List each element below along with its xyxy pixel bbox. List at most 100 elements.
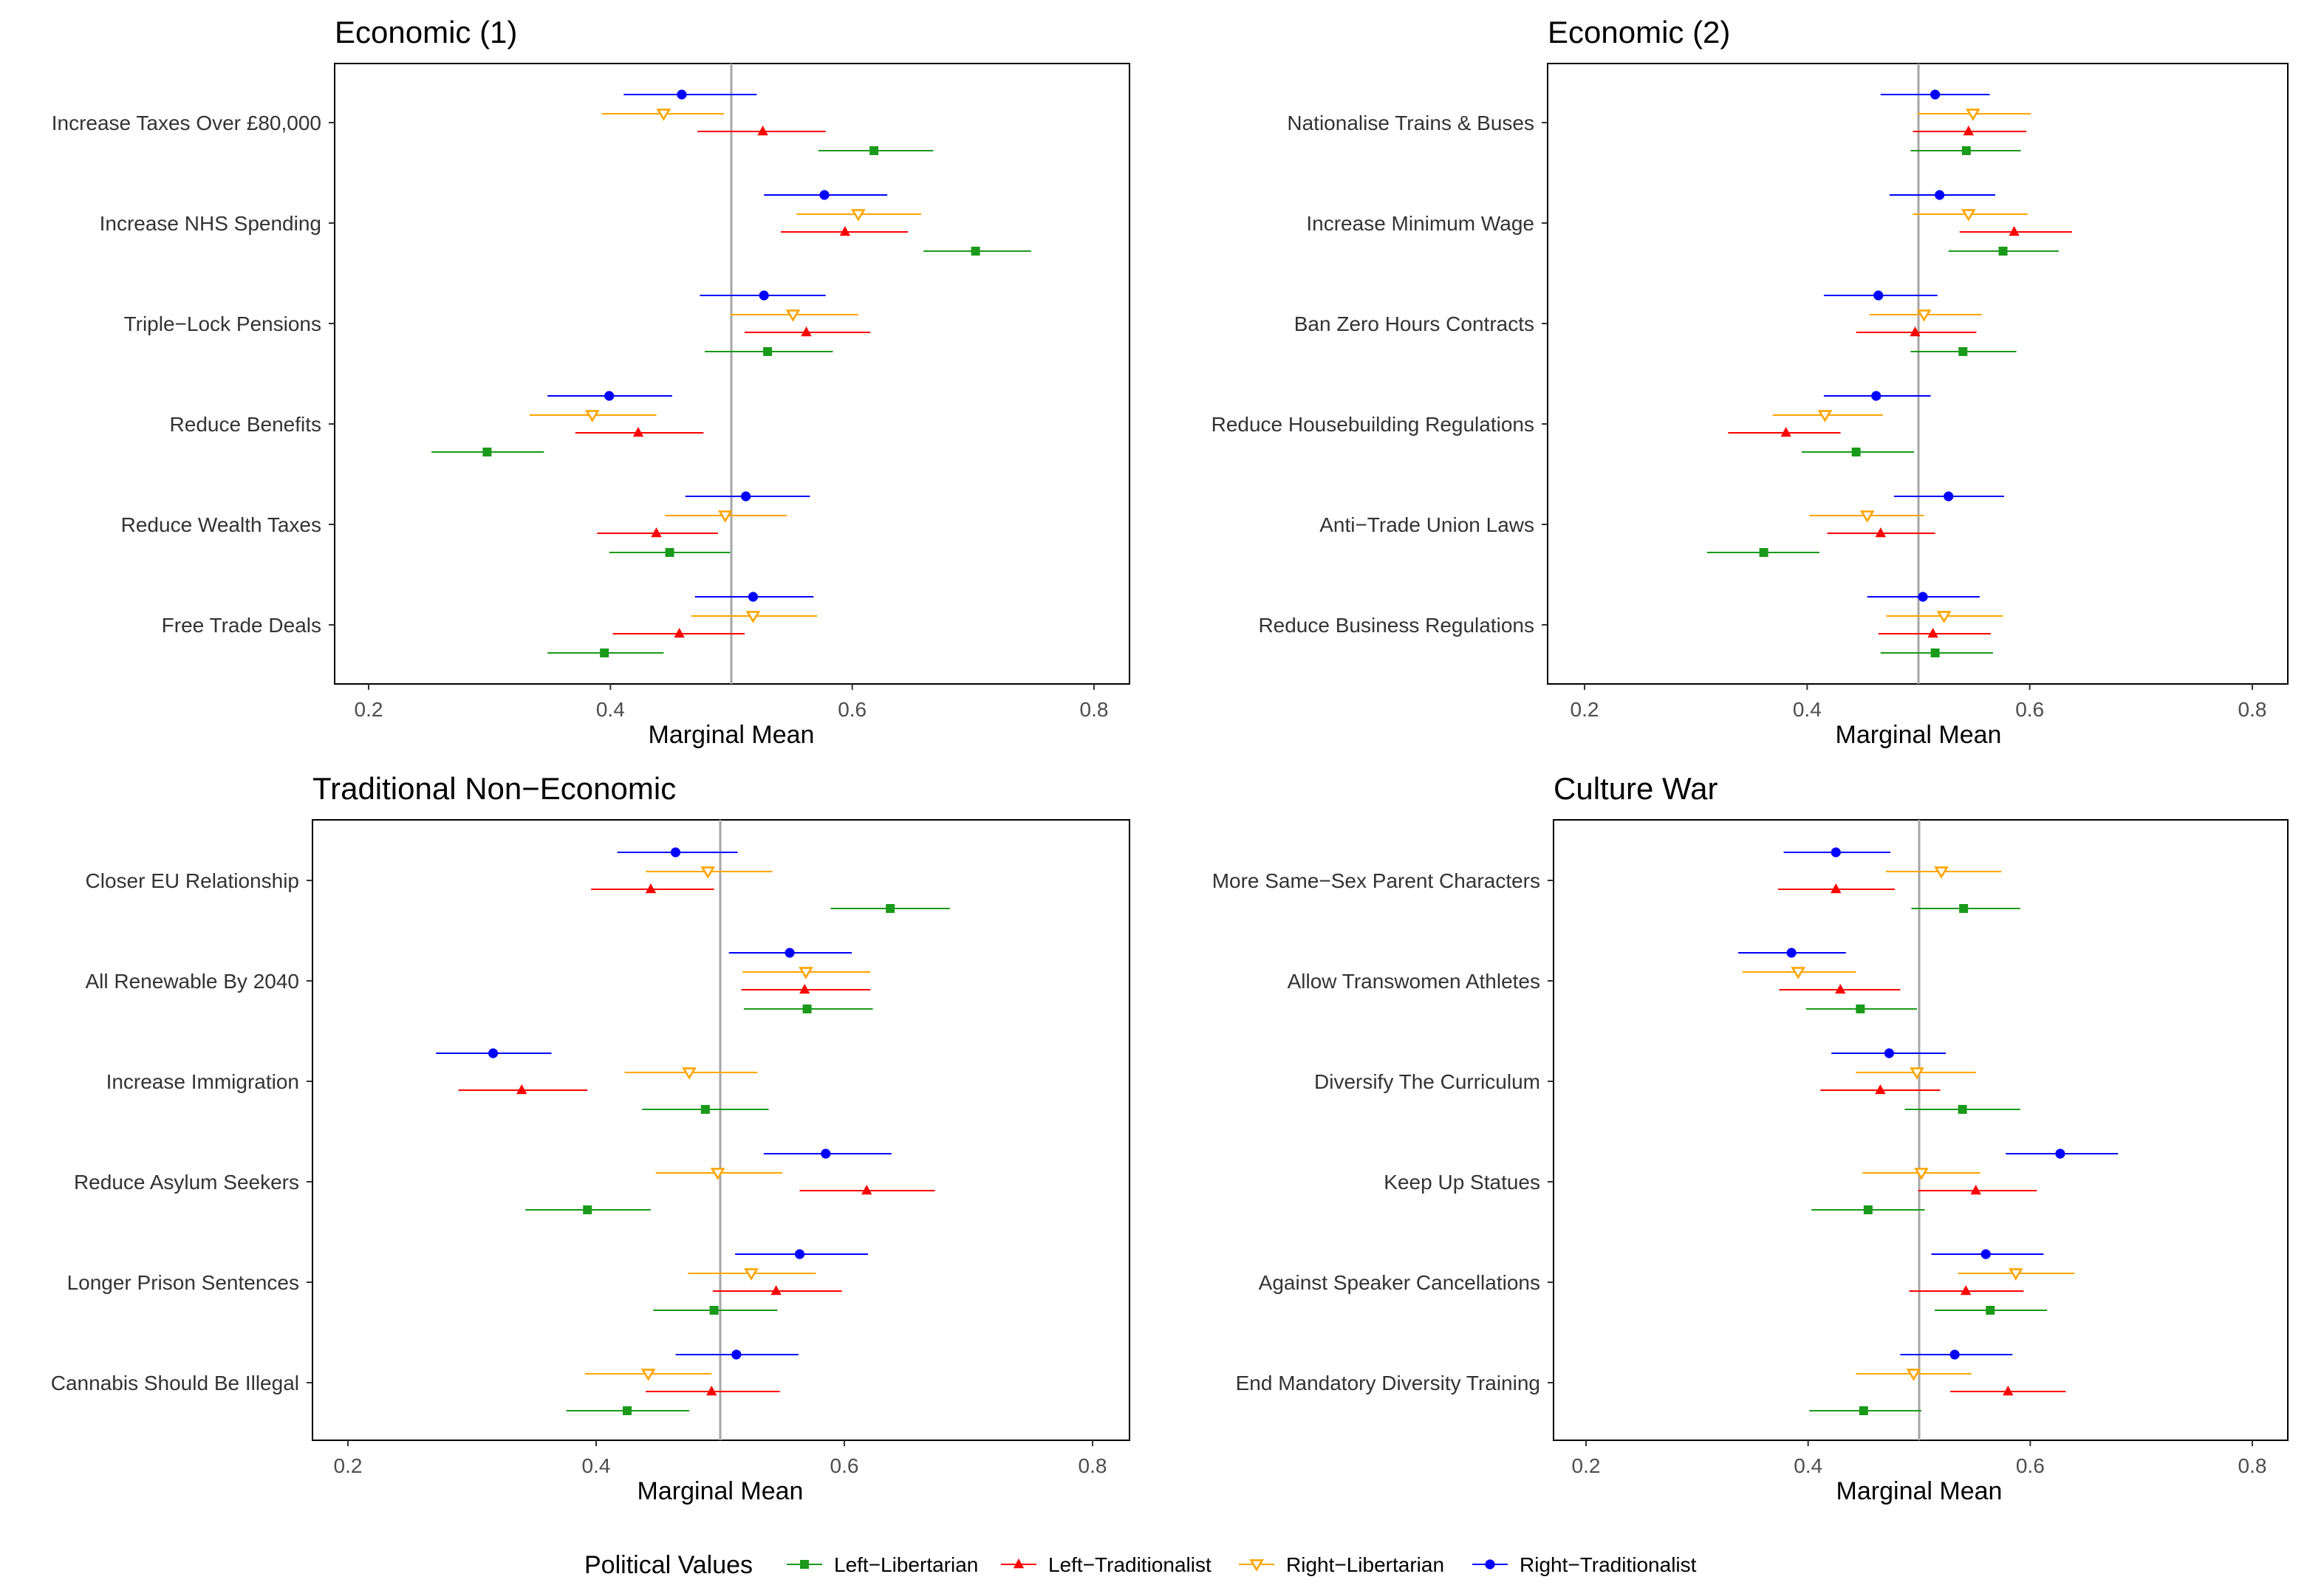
y-category-label: Longer Prison Sentences [67, 1271, 299, 1294]
data-point [801, 326, 812, 337]
panel-title: Culture War [1554, 771, 1718, 806]
data-point [710, 1168, 725, 1180]
y-category-label: Against Speaker Cancellations [1259, 1271, 1540, 1294]
data-point [1930, 648, 1940, 657]
data-point [1786, 948, 1797, 958]
x-tick-label: 0.8 [1080, 698, 1109, 721]
data-point [1961, 146, 1971, 155]
data-point [745, 611, 761, 623]
y-category-label: Increase Immigration [106, 1070, 299, 1093]
data-point [706, 1386, 717, 1396]
data-point [759, 290, 769, 301]
data-point [709, 1306, 719, 1315]
data-point [1960, 1285, 1972, 1296]
data-point [1958, 1105, 1967, 1114]
panel-title: Economic (2) [1548, 15, 1730, 49]
data-point [645, 883, 657, 894]
panel-title: Traditional Non−Economic [312, 771, 676, 806]
data-point [1817, 410, 1833, 422]
data-point [1934, 866, 1949, 879]
x-axis-title: Marginal Mean [1836, 1477, 2003, 1505]
x-tick-label: 0.4 [582, 1454, 611, 1477]
legend: Political Values Left−Libertarian Left−Tr… [584, 1551, 1697, 1579]
data-point [482, 448, 492, 456]
x-tick-label: 0.4 [1793, 698, 1822, 721]
data-point [1859, 1406, 1868, 1415]
data-point [632, 427, 644, 437]
data-point [763, 347, 773, 356]
data-point [1930, 89, 1941, 100]
data-point [1963, 126, 1974, 136]
data-point [1935, 190, 1945, 200]
data-point [1859, 510, 1875, 523]
data-point [1863, 1205, 1873, 1214]
panel-4: Culture War 0.2 0.4 0.6 0.8 Marginal Mean More… [1212, 771, 2289, 1505]
data-point [2055, 1149, 2065, 1159]
data-point [802, 1005, 812, 1013]
legend-item: Right−Libertarian [1239, 1553, 1444, 1576]
legend-label: Left−Libertarian [834, 1553, 978, 1576]
data-point [640, 1369, 656, 1381]
y-category-label: Reduce Benefits [170, 413, 321, 436]
legend-marker [1485, 1559, 1495, 1570]
data-point [861, 1185, 872, 1195]
data-point [1884, 1048, 1895, 1058]
data-point [744, 1268, 759, 1281]
x-tick-label: 0.6 [2016, 1454, 2045, 1477]
legend-label: Right−Traditionalist [1520, 1553, 1697, 1576]
x-tick-label: 0.4 [1794, 1454, 1822, 1477]
x-axis-title: Marginal Mean [638, 1477, 804, 1505]
data-point [785, 309, 801, 322]
data-point [2009, 226, 2020, 236]
data-point [799, 967, 813, 979]
data-point [757, 126, 768, 136]
data-point [717, 510, 733, 523]
panel-1: Economic (1) 0.2 0.4 0.6 0.8 Marginal Mean Inc… [52, 15, 1130, 749]
data-point [1780, 427, 1791, 437]
x-tick-label: 0.2 [355, 698, 383, 721]
data-point [682, 1067, 697, 1080]
plot-area [1553, 819, 2289, 1441]
y-category-label: Keep Up Statues [1384, 1171, 1540, 1194]
data-point [799, 984, 810, 994]
x-tick-label: 0.2 [1571, 698, 1599, 721]
data-point [748, 592, 759, 602]
y-category-label: Reduce Wealth Taxes [121, 513, 321, 536]
data-point [1906, 1369, 1921, 1381]
panel-title: Economic (1) [335, 15, 517, 49]
data-point [623, 1406, 632, 1415]
y-category-label: Reduce Asylum Seekers [74, 1171, 299, 1194]
y-category-label: Reduce Housebuilding Regulations [1211, 413, 1534, 436]
data-point [600, 648, 609, 657]
data-point [819, 190, 830, 200]
data-point [1835, 984, 1846, 994]
data-point [1944, 491, 1954, 502]
x-tick-label: 0.8 [2238, 698, 2267, 721]
y-category-label: Anti−Trade Union Laws [1319, 513, 1534, 536]
data-point [731, 1349, 742, 1360]
data-point [1831, 883, 1842, 894]
y-category-label: Ban Zero Hours Contracts [1294, 312, 1534, 335]
data-point [1961, 209, 1976, 222]
data-point [1959, 904, 1969, 913]
y-category-label: Closer EU Relationship [86, 869, 299, 892]
y-category-label: Increase Minimum Wage [1306, 212, 1534, 235]
data-point [1949, 1349, 1960, 1360]
y-category-label: Allow Transwomen Athletes [1288, 970, 1540, 993]
data-point [1875, 527, 1886, 538]
y-category-label: End Mandatory Diversity Training [1236, 1372, 1540, 1394]
panel-3: Traditional Non−Economic 0.2 0.4 0.6 0.8 Marg… [51, 771, 1130, 1505]
data-point [839, 226, 851, 236]
data-point [665, 548, 674, 557]
data-point [604, 391, 615, 401]
y-category-label: Triple−Lock Pensions [124, 312, 321, 335]
y-category-label: All Renewable By 2040 [85, 970, 299, 993]
data-point [1856, 1005, 1865, 1013]
data-point [674, 628, 685, 638]
x-axis-title: Marginal Mean [1836, 721, 2002, 749]
y-category-label: More Same−Sex Parent Characters [1212, 869, 1540, 892]
x-tick-label: 0.2 [334, 1454, 363, 1477]
y-category-label: Diversify The Curriculum [1314, 1070, 1540, 1093]
data-point [651, 527, 662, 538]
